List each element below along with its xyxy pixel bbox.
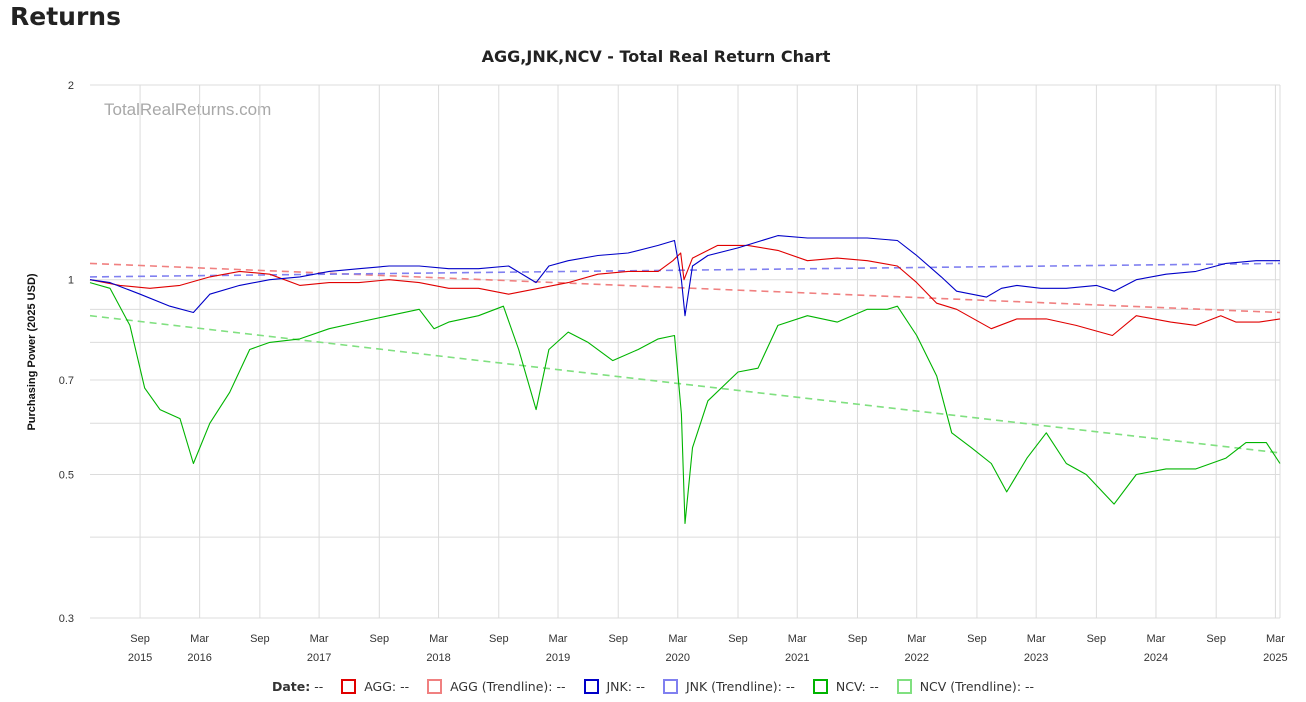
x-tick-label: Mar — [1146, 633, 1165, 645]
x-tick-label: Sep — [1087, 633, 1107, 645]
x-tick-year-label: 2018 — [426, 652, 450, 664]
x-tick-label: Mar — [668, 633, 687, 645]
legend-swatch-agg — [341, 679, 357, 694]
y-tick-label: 1 — [68, 275, 74, 287]
axis-layer: 0.3 0.5 0.7 1 2 Sep 2015 Mar 2016 Sep Mar 2017 Sep Ma… — [59, 80, 1288, 664]
x-tick-label: Mar — [190, 633, 209, 645]
y-tick-label: 0.5 — [59, 469, 74, 481]
legend-label-jnk-trendline: JNK (Trendline): — [685, 679, 782, 694]
series-line-jnk-trendline — [89, 262, 1281, 278]
legend-date: Date: -- — [272, 679, 323, 694]
series-line-ncv-trendline — [89, 314, 1281, 454]
x-tick-label: Mar — [907, 633, 926, 645]
legend-value-agg: -- — [400, 679, 410, 694]
total-real-return-chart: AGG,JNK,NCV - Total Real Return Chart To… — [26, 47, 1288, 664]
legend-swatch-agg-trendline — [427, 679, 443, 694]
x-tick-label: Mar — [429, 633, 448, 645]
chart-watermark: TotalRealReturns.com — [104, 100, 271, 119]
series-line-agg — [89, 244, 1281, 337]
y-tick-label: 0.3 — [59, 613, 74, 625]
series-layer — [89, 235, 1281, 525]
legend-item-ncv[interactable]: NCV: -- — [812, 679, 879, 694]
x-tick-label: Sep — [130, 633, 150, 645]
grid-layer — [90, 84, 1281, 619]
x-tick-year-label: 2020 — [666, 652, 690, 664]
y-tick-label: 2 — [68, 80, 74, 92]
chart-legend: Date: -- AGG: -- AGG (Trendline): -- JNK… — [0, 678, 1306, 694]
x-tick-year-label: 2021 — [785, 652, 809, 664]
x-tick-label: Mar — [788, 633, 807, 645]
legend-label-agg-trendline: AGG (Trendline): — [450, 679, 553, 694]
series-line-ncv — [89, 282, 1281, 525]
legend-value-agg-trendline: -- — [556, 679, 566, 694]
x-tick-year-label: 2022 — [904, 652, 928, 664]
series-line-agg-trendline — [89, 262, 1281, 314]
legend-swatch-jnk — [583, 679, 599, 694]
x-tick-label: Sep — [967, 633, 987, 645]
legend-value-ncv-trendline: -- — [1025, 679, 1035, 694]
legend-label-ncv-trendline: NCV (Trendline): — [919, 679, 1022, 694]
x-tick-year-label: 2023 — [1024, 652, 1048, 664]
x-tick-year-label: 2025 — [1263, 652, 1287, 664]
legend-swatch-ncv — [812, 679, 828, 694]
x-tick-label: Mar — [1266, 633, 1285, 645]
legend-item-agg-trendline[interactable]: AGG (Trendline): -- — [427, 679, 566, 694]
legend-value-ncv: -- — [869, 679, 879, 694]
legend-item-jnk-trendline[interactable]: JNK (Trendline): -- — [662, 679, 795, 694]
x-tick-label: Sep — [370, 633, 390, 645]
legend-label-jnk: JNK: — [606, 679, 632, 694]
x-tick-year-label: 2016 — [187, 652, 211, 664]
x-tick-label: Mar — [1027, 633, 1046, 645]
legend-value-jnk: -- — [635, 679, 645, 694]
legend-swatch-jnk-trendline — [662, 679, 678, 694]
series-line-jnk — [89, 235, 1280, 317]
legend-item-jnk[interactable]: JNK: -- — [583, 679, 645, 694]
y-axis-label: Purchasing Power (2025 USD) — [26, 273, 38, 430]
x-tick-year-label: 2017 — [307, 652, 331, 664]
legend-swatch-ncv-trendline — [896, 679, 912, 694]
x-tick-year-label: 2019 — [546, 652, 570, 664]
legend-label-agg: AGG: — [364, 679, 397, 694]
x-tick-label: Sep — [608, 633, 628, 645]
x-tick-label: Mar — [310, 633, 329, 645]
page-heading: Returns — [10, 2, 121, 31]
x-tick-label: Sep — [848, 633, 868, 645]
x-tick-label: Sep — [728, 633, 748, 645]
x-tick-label: Sep — [250, 633, 270, 645]
x-tick-year-label: 2024 — [1144, 652, 1168, 664]
chart-title: AGG,JNK,NCV - Total Real Return Chart — [482, 47, 831, 66]
legend-date-value: -- — [314, 679, 324, 694]
legend-label-ncv: NCV: — [835, 679, 866, 694]
x-tick-year-label: 2015 — [128, 652, 152, 664]
y-tick-label: 0.7 — [59, 375, 74, 387]
legend-item-agg[interactable]: AGG: -- — [341, 679, 409, 694]
legend-item-ncv-trendline[interactable]: NCV (Trendline): -- — [896, 679, 1035, 694]
x-tick-label: Sep — [1206, 633, 1226, 645]
x-tick-label: Sep — [489, 633, 509, 645]
x-tick-label: Mar — [549, 633, 568, 645]
legend-value-jnk-trendline: -- — [785, 679, 795, 694]
legend-date-label: Date: — [271, 679, 311, 694]
